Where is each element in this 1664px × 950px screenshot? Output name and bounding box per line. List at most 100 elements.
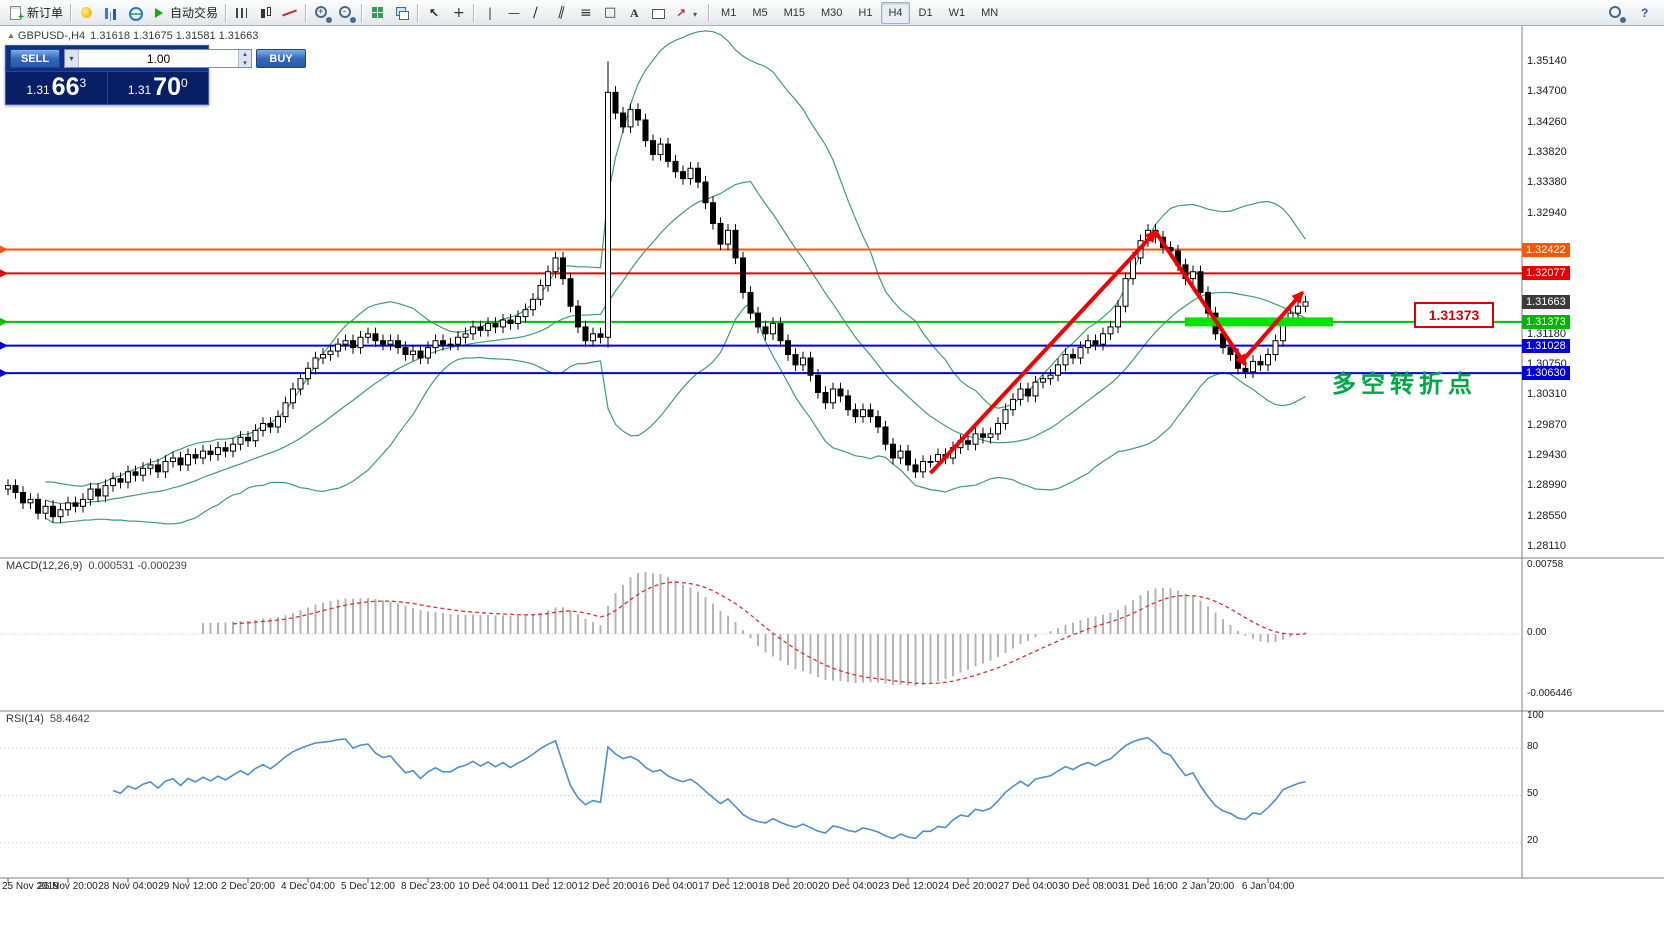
turning-point-annotation[interactable]: 多空转折点 xyxy=(1332,371,1477,398)
sell-button[interactable]: SELL xyxy=(10,49,60,68)
help-button[interactable] xyxy=(1632,2,1656,24)
new-order-icon xyxy=(8,5,24,23)
line-chart-mode-icon xyxy=(282,5,298,21)
lot-increase-icon[interactable] xyxy=(239,50,251,59)
shapes-tool-icon xyxy=(602,5,618,21)
buy-button[interactable]: BUY xyxy=(256,49,306,68)
trendline-tool-icon xyxy=(530,5,546,21)
lot-size-input[interactable] xyxy=(79,50,238,67)
timeframe-m30-button[interactable]: M30 xyxy=(821,6,843,19)
sell-price-pipette: 3 xyxy=(79,76,87,90)
trendline-tool-button[interactable] xyxy=(526,2,550,24)
price-callout-label[interactable]: 1.31373 xyxy=(1414,302,1494,328)
price-axis-highlighted-label: 1.31663 xyxy=(1522,294,1570,309)
macd-values: 0.000531 -0.000239 xyxy=(88,560,187,572)
vertical-line-tool-button[interactable] xyxy=(478,2,502,24)
trend-arrow[interactable] xyxy=(1240,290,1305,363)
macd-name: MACD(12,26,9) xyxy=(6,560,83,572)
hline-left-marker xyxy=(0,269,8,278)
price-axis-highlighted-label: 1.31028 xyxy=(1522,338,1570,353)
price-axis-label: 1.33820 xyxy=(1527,146,1567,159)
channel-tool-button[interactable] xyxy=(550,2,574,24)
autotrading-button[interactable]: 自动交易 xyxy=(147,2,222,24)
toolbar-separator xyxy=(473,3,476,22)
horizontal-line-tool-button[interactable] xyxy=(502,2,526,24)
zoom-in-button[interactable] xyxy=(310,2,334,24)
toolbar-separator xyxy=(225,3,228,22)
new-chart-icon xyxy=(103,5,119,21)
cursor-button[interactable] xyxy=(422,2,446,24)
navigator-button[interactable] xyxy=(75,2,99,24)
cascade-windows-button[interactable] xyxy=(390,2,414,24)
rsi-name: RSI(14) xyxy=(6,713,44,725)
sell-price-display[interactable]: 1.31 66 3 xyxy=(6,72,107,104)
market-watch-button[interactable] xyxy=(123,2,147,24)
timeframe-m15-button[interactable]: M15 xyxy=(783,6,805,19)
price-axis-highlighted-label: 1.32422 xyxy=(1522,242,1570,257)
price-axis-label: 1.32940 xyxy=(1527,206,1567,219)
candlestick-mode-button[interactable] xyxy=(254,2,278,24)
macd-axis-label: 0.00 xyxy=(1527,627,1547,638)
support-zone-rectangle[interactable] xyxy=(1185,317,1333,327)
timeframe-h4-button[interactable]: H4 xyxy=(881,1,910,24)
label-tool-icon xyxy=(650,5,666,21)
hline-left-marker xyxy=(0,317,8,326)
price-axis-label: 1.35140 xyxy=(1527,55,1567,67)
market-watch-icon xyxy=(127,5,144,21)
tile-windows-button[interactable] xyxy=(366,2,390,24)
price-axis-label: 1.29870 xyxy=(1527,418,1567,431)
time-ticks xyxy=(7,878,1269,883)
time-axis-label: 2 Jan 20:00 xyxy=(1181,881,1235,892)
text-tool-button[interactable] xyxy=(622,2,646,24)
zoom-in-icon xyxy=(314,5,330,21)
rsi-indicator-label: RSI(14) 58.4642 xyxy=(6,713,90,725)
timeframe-m5-button[interactable]: M5 xyxy=(752,6,768,19)
lot-decrease-icon[interactable] xyxy=(239,58,251,67)
arrows-tool-button[interactable] xyxy=(670,2,705,24)
price-axis-label: 1.29430 xyxy=(1527,448,1567,461)
time-axis-label: 24 Dec 20:00 xyxy=(938,881,998,892)
help-icon xyxy=(1636,5,1652,21)
time-axis-label: 25 Nov 2019 xyxy=(2,881,59,892)
bar-chart-mode-button[interactable] xyxy=(230,2,254,24)
timeframe-mn-button[interactable]: MN xyxy=(981,6,999,19)
macd-axis-label: 0.00758 xyxy=(1527,559,1564,570)
new-chart-button[interactable] xyxy=(99,2,123,24)
timeframe-h1-button[interactable]: H1 xyxy=(858,6,873,19)
time-axis-label: 26 Nov 20:00 xyxy=(38,881,98,892)
cascade-windows-icon xyxy=(394,5,410,21)
timeframe-w1-button[interactable]: W1 xyxy=(948,6,966,19)
new-order-button[interactable]: 新订单 xyxy=(4,2,67,24)
fibonacci-tool-button[interactable] xyxy=(574,2,598,24)
rsi-value: 58.4642 xyxy=(49,713,90,725)
tile-windows-icon xyxy=(370,5,386,21)
time-axis-label: 28 Nov 04:00 xyxy=(98,881,158,892)
timeframe-d1-button[interactable]: D1 xyxy=(918,6,933,19)
buy-price-big-digits: 70 xyxy=(153,73,181,101)
zoom-out-button[interactable] xyxy=(334,2,358,24)
timeframe-m1-button[interactable]: M1 xyxy=(721,6,737,19)
chart-title: GBPUSD-,H4 1.31618 1.31675 1.31581 1.3166… xyxy=(7,30,258,42)
time-axis-label: 8 Dec 23:00 xyxy=(401,881,455,892)
rsi-line xyxy=(112,736,1306,840)
toolbar-right-group xyxy=(1604,2,1660,24)
trend-arrow[interactable] xyxy=(929,230,1157,475)
time-axis-label: 16 Dec 04:00 xyxy=(638,881,698,892)
vertical-line-tool-icon xyxy=(482,5,498,21)
lot-dropdown-icon[interactable] xyxy=(65,50,79,67)
search-button[interactable] xyxy=(1604,2,1628,24)
main-toolbar: 新订单 自动交易 M1 M5 M15 M30 H1 H4 D1 W1 MN xyxy=(0,0,1664,26)
label-tool-button[interactable] xyxy=(646,2,670,24)
sell-price-prefix: 1.31 xyxy=(26,83,50,97)
line-chart-mode-button[interactable] xyxy=(278,2,302,24)
crosshair-button[interactable] xyxy=(446,2,470,24)
navigator-icon xyxy=(79,5,95,21)
time-axis-label: 27 Dec 04:00 xyxy=(998,881,1058,892)
trend-arrow[interactable] xyxy=(1153,230,1248,367)
shapes-tool-button[interactable] xyxy=(598,2,622,24)
time-axis-label: 17 Dec 12:00 xyxy=(698,881,758,892)
time-axis-label: 5 Dec 12:00 xyxy=(341,881,395,892)
buy-price-display[interactable]: 1.31 70 0 xyxy=(108,72,209,104)
price-axis-highlighted-label: 1.30630 xyxy=(1522,366,1570,381)
